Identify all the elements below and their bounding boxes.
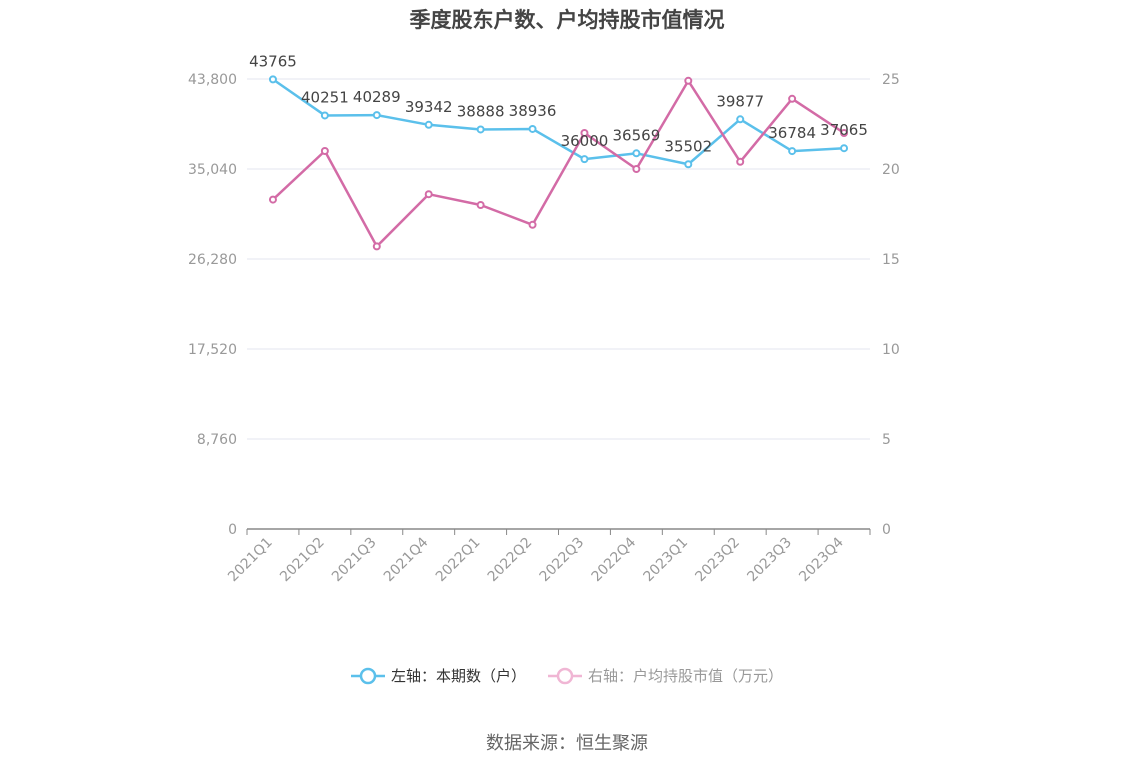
data-point-right	[788, 94, 797, 103]
data-point-left	[840, 144, 849, 153]
x-tick-label: 2021Q3	[329, 535, 380, 586]
data-label: 38936	[509, 102, 557, 120]
data-label: 39342	[405, 98, 453, 116]
y-right-tick-label: 25	[882, 72, 900, 88]
y-right-tick-label: 10	[882, 342, 900, 358]
data-point-right	[580, 129, 589, 137]
data-point-right	[632, 165, 641, 173]
x-tick-label: 2023Q4	[796, 534, 847, 585]
data-label: 39877	[716, 92, 764, 110]
data-point-right	[840, 129, 849, 137]
data-label: 43765	[249, 52, 297, 70]
series-line-right	[272, 79, 845, 248]
data-point-left	[424, 120, 433, 129]
data-point-right	[424, 190, 433, 199]
data-label: 35502	[664, 137, 712, 155]
legend-item-left-axis[interactable]: 左轴：本期数（户）	[350, 665, 526, 686]
data-point-left	[476, 125, 485, 134]
x-tick-label: 2022Q4	[589, 534, 640, 585]
data-point-right	[684, 76, 693, 85]
chart-title: 季度股东户数、户均持股市值情况	[409, 8, 725, 32]
x-tick-label: 2022Q3	[537, 535, 588, 586]
data-label: 36784	[768, 124, 816, 142]
y-left-tick-label: 0	[228, 522, 237, 538]
y-left-tick-label: 43,800	[188, 72, 237, 88]
data-point-left	[528, 124, 537, 133]
x-tick-label: 2021Q4	[381, 534, 432, 585]
x-tick-label: 2021Q2	[277, 535, 328, 586]
x-tick-label: 2023Q2	[692, 535, 743, 586]
y-right-tick-label: 5	[882, 432, 891, 448]
data-point-right	[528, 220, 537, 229]
data-point-right	[736, 157, 745, 166]
data-point-left	[372, 111, 381, 120]
y-left-tick-label: 35,040	[188, 162, 237, 178]
series-line-left	[272, 78, 845, 166]
data-point-right	[372, 242, 381, 251]
legend-item-right-axis[interactable]: 右轴：户均持股市值（万元）	[548, 665, 783, 686]
x-tick-label: 2022Q1	[433, 535, 484, 586]
data-point-left	[788, 147, 797, 156]
x-tick-label: 2021Q1	[225, 535, 276, 586]
data-label: 40289	[353, 88, 401, 106]
data-point-right	[476, 201, 485, 209]
data-point-left	[320, 111, 329, 120]
data-label: 37065	[820, 121, 868, 139]
x-tick-label: 2022Q2	[485, 535, 536, 586]
y-right-tick-label: 15	[882, 252, 900, 268]
data-point-left	[580, 155, 589, 164]
data-source: 数据来源：恒生聚源	[486, 733, 648, 754]
data-point-left	[632, 149, 641, 158]
legend-label-right: 右轴：户均持股市值（万元）	[588, 667, 784, 685]
legend-marker-right	[548, 667, 582, 684]
data-label: 36000	[561, 132, 609, 150]
data-point-left	[736, 115, 745, 124]
data-label: 40251	[301, 88, 349, 106]
y-right-tick-label: 20	[882, 162, 900, 178]
data-point-right	[268, 195, 277, 204]
y-left-tick-label: 8,760	[197, 432, 237, 448]
data-point-left	[684, 160, 693, 169]
data-point-left	[268, 75, 277, 84]
data-point-right	[320, 147, 329, 155]
x-tick-label: 2023Q1	[641, 535, 692, 586]
y-left-tick-label: 26,280	[188, 252, 237, 268]
x-tick-label: 2023Q3	[744, 535, 795, 586]
data-label: 36569	[613, 126, 661, 144]
data-label: 38888	[457, 102, 505, 120]
legend-marker-left	[350, 667, 385, 684]
y-left-tick-label: 17,520	[188, 342, 237, 358]
y-right-tick-label: 0	[882, 522, 891, 538]
chart-legend: 左轴：本期数（户） 右轴：户均持股市值（万元）	[0, 665, 1134, 686]
legend-label-left: 左轴：本期数（户）	[390, 667, 526, 685]
